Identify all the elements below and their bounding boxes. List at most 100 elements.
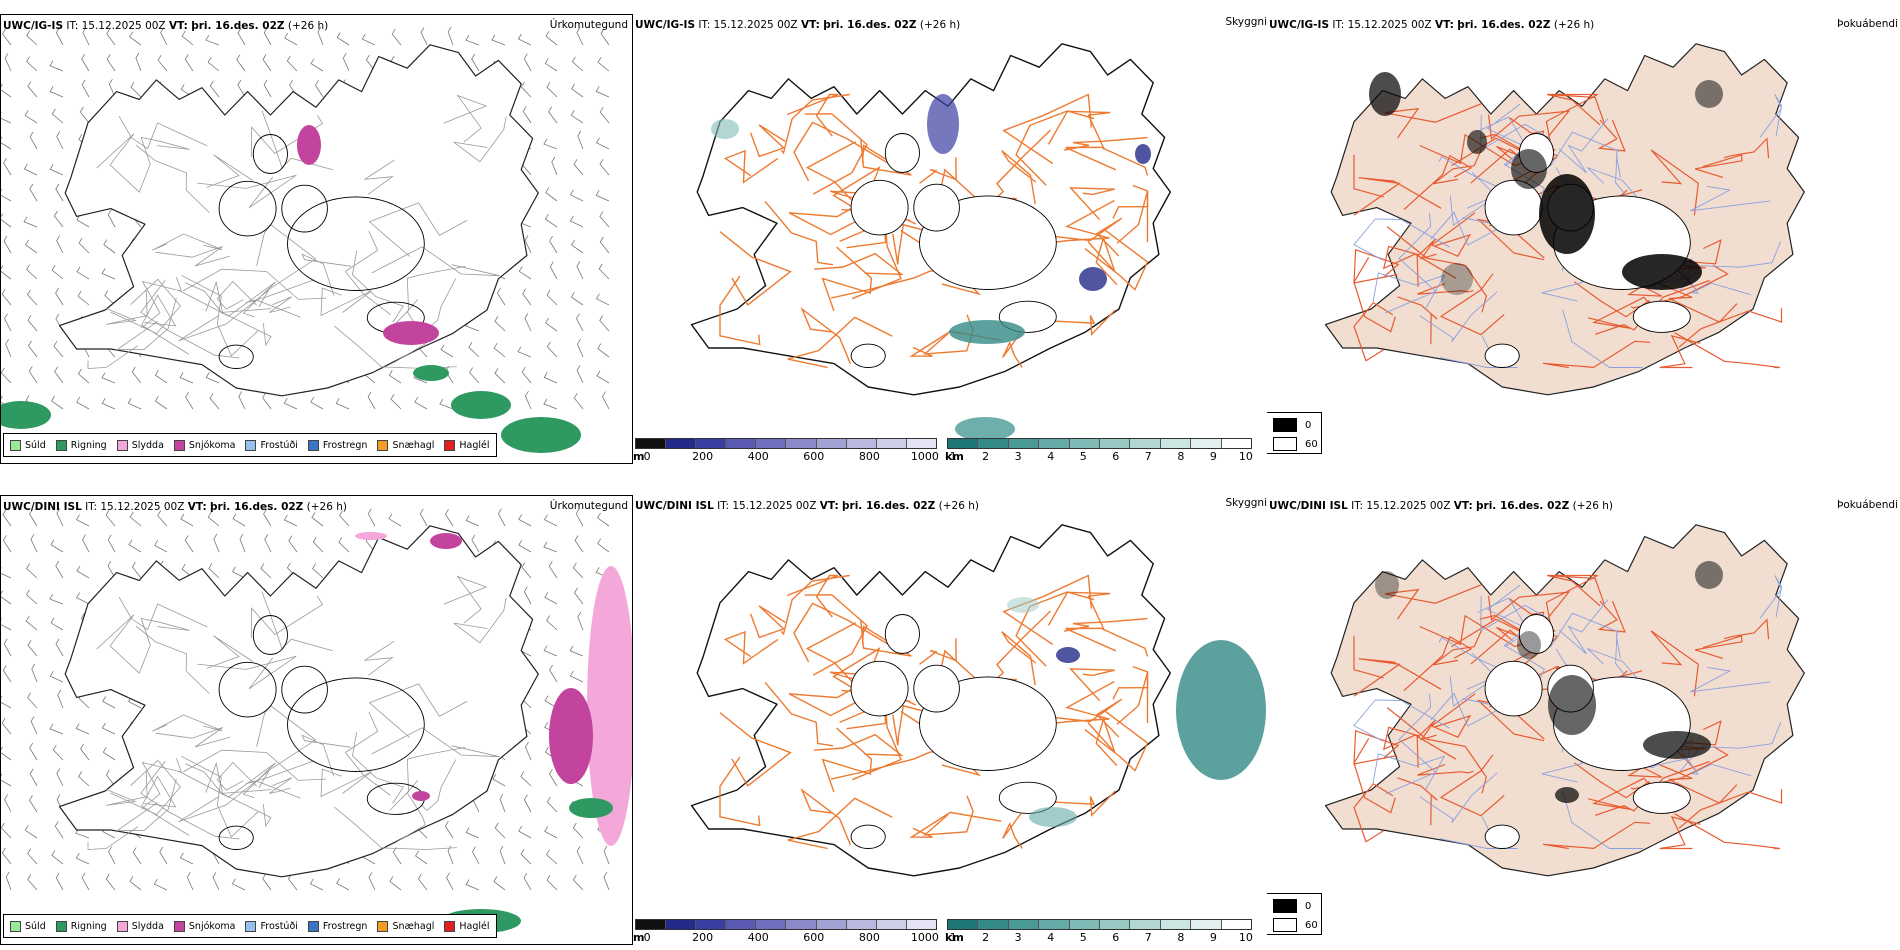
wind-barb	[106, 54, 116, 72]
wind-barb	[518, 539, 532, 553]
wind-barb	[447, 26, 454, 46]
wind-barb	[367, 391, 376, 410]
wind-barb	[2, 509, 12, 527]
legend-label: Frostregn	[322, 439, 368, 451]
wind-barb	[543, 514, 558, 527]
wind-barb	[179, 372, 194, 384]
road-line	[110, 278, 181, 335]
wind-barb	[27, 692, 38, 709]
legend-swatch	[10, 920, 21, 932]
colorbar-cell	[978, 439, 1009, 448]
colorbar-tick-label: 9	[1209, 450, 1217, 463]
colorbar-cell	[1100, 920, 1131, 929]
wind-barb	[571, 83, 584, 98]
wind-barb	[549, 235, 558, 254]
river-line	[1372, 753, 1446, 791]
wind-barb	[283, 514, 298, 527]
wind-barb	[56, 131, 64, 150]
precip-type-legend: Súld Rigning Slydda Snjókoma Frostúði Frostre…	[3, 433, 497, 457]
wind-barb	[572, 874, 584, 891]
road-line	[1353, 248, 1400, 284]
wind-barb	[597, 56, 610, 72]
wind-barb	[1, 746, 12, 761]
road-line	[1384, 584, 1482, 620]
road-line	[245, 279, 315, 318]
panel-title: Skyggni	[1225, 497, 1268, 509]
road-line	[181, 274, 259, 357]
road-line	[892, 223, 946, 265]
road-line	[793, 121, 893, 182]
glacier-outline	[1632, 300, 1691, 333]
wind-barb	[576, 365, 584, 384]
colorbar-tick-label: 600	[803, 450, 825, 463]
fog-legend-item: 60	[1273, 437, 1318, 451]
colorbar-tick-label: 1000	[910, 450, 939, 463]
wind-barb	[494, 822, 506, 839]
road-line	[749, 124, 786, 158]
wind-barb	[1, 213, 12, 228]
road-line	[1065, 627, 1149, 657]
colorbar-tick-label: 8	[1177, 931, 1185, 944]
wind-barb	[157, 54, 168, 72]
wind-barb	[52, 744, 64, 761]
wind-barb	[577, 611, 584, 631]
river-line	[1419, 291, 1498, 342]
wind-barb	[546, 874, 558, 891]
wind-barb	[108, 78, 116, 98]
road-line	[1002, 574, 1093, 646]
wind-barb	[546, 615, 558, 631]
road-line	[800, 787, 852, 846]
wind-barb	[1, 695, 12, 709]
wind-barb	[5, 338, 12, 358]
legend-item: Slydda	[116, 439, 164, 451]
road-line	[1051, 790, 1116, 817]
wind-barb	[3, 157, 12, 176]
legend-label: Rigning	[70, 920, 107, 932]
wind-barb	[523, 872, 532, 891]
wind-barb	[576, 261, 584, 280]
wind-barb	[30, 716, 38, 735]
colorbar-tick-label: 5	[1079, 450, 1087, 463]
wind-barb	[388, 513, 402, 527]
visibility-map	[690, 524, 1266, 877]
panel-title: Þokuábendi	[1837, 499, 1898, 511]
wind-barb	[286, 55, 298, 72]
wind-barb	[54, 821, 64, 839]
wind-barb	[499, 845, 506, 865]
wind-barb	[574, 535, 584, 553]
wind-barb	[602, 391, 610, 410]
wind-barb	[544, 58, 558, 72]
glacier-outline	[218, 661, 277, 718]
legend-swatch	[10, 439, 21, 451]
wind-barb	[1, 265, 12, 280]
wind-barb	[465, 34, 480, 46]
road-line	[1649, 278, 1738, 323]
wind-barb	[415, 850, 428, 865]
road-line	[1650, 149, 1699, 216]
wind-barb	[27, 289, 38, 306]
legend-item: Frostúði	[245, 439, 298, 451]
wind-barb	[128, 539, 142, 553]
wind-barb	[310, 58, 324, 72]
wind-barb	[30, 534, 38, 553]
road-line	[1433, 149, 1482, 185]
wind-barb	[78, 771, 90, 787]
wind-barb	[546, 289, 558, 306]
wind-barb	[595, 86, 610, 98]
wind-barb	[23, 216, 38, 228]
legend-swatch	[377, 439, 389, 451]
wind-barb	[209, 393, 220, 410]
colorbar-tick-label: 5	[1079, 931, 1087, 944]
road-line	[764, 200, 834, 266]
wind-barb	[50, 617, 64, 631]
wind-barb	[132, 847, 142, 865]
road-line	[1353, 658, 1442, 697]
road-line	[105, 290, 148, 325]
wind-barb	[76, 396, 90, 410]
road-line	[723, 630, 779, 665]
rain-area	[413, 365, 449, 381]
wind-barb	[309, 878, 324, 891]
wind-barb	[263, 79, 272, 98]
road-line	[1002, 93, 1093, 165]
colorbar-tick-label: 800	[858, 931, 880, 944]
